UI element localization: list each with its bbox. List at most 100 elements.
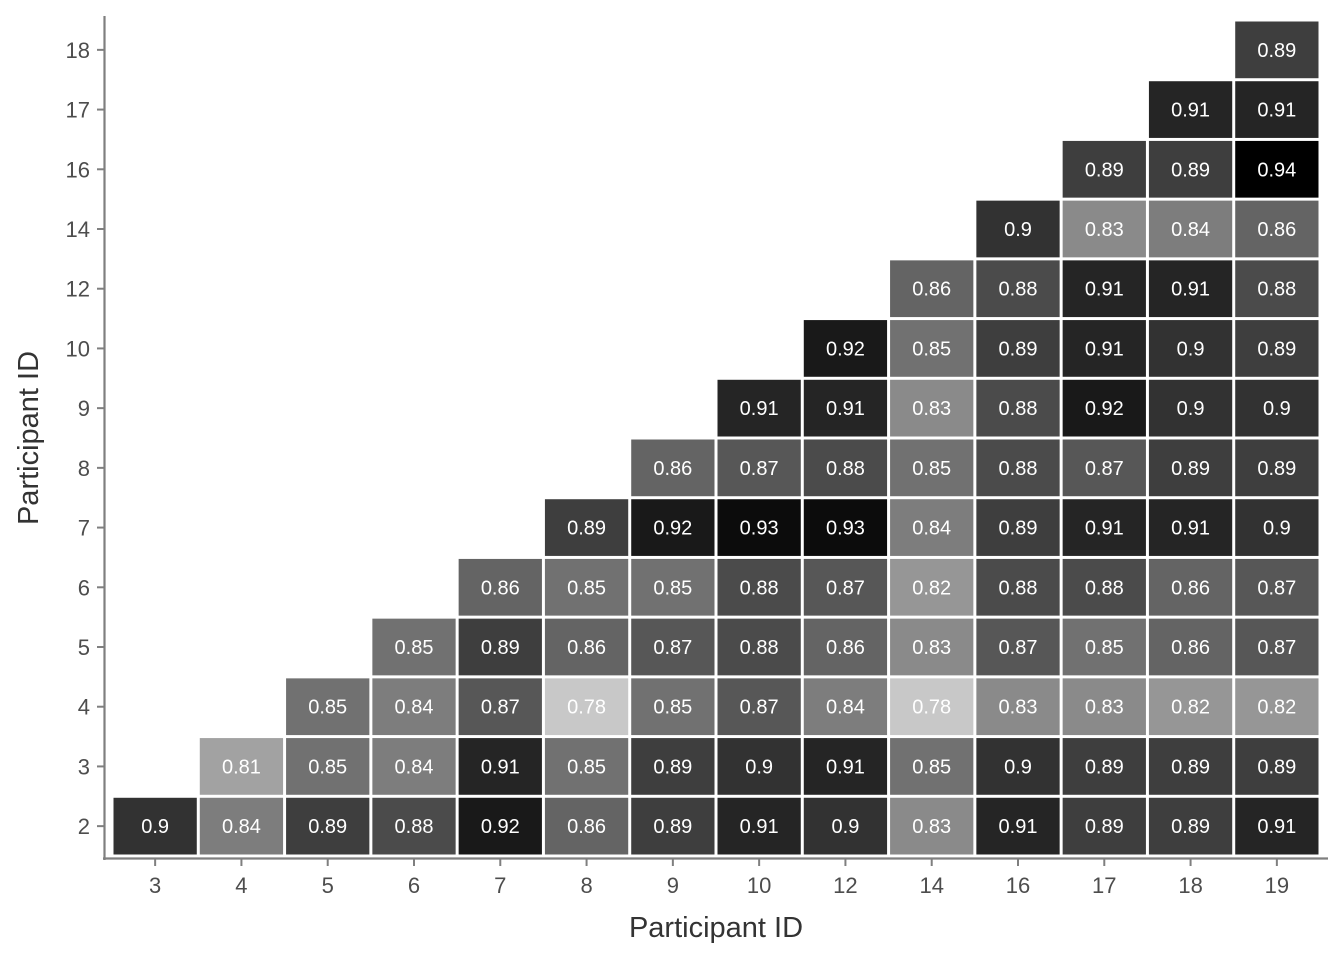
- x-axis-title: Participant ID: [629, 912, 803, 944]
- heatmap-cell-label: 0.91: [1085, 518, 1124, 540]
- heatmap-cell: [717, 618, 801, 676]
- heatmap-cell-label: 0.87: [653, 637, 692, 659]
- heatmap-cell: [803, 738, 888, 795]
- heatmap-cell: [1148, 200, 1233, 258]
- heatmap-cell: [199, 738, 284, 795]
- heatmap-cell: [890, 738, 974, 795]
- heatmap-cell-label: 0.88: [999, 577, 1038, 599]
- heatmap-cell: [1235, 499, 1319, 556]
- heatmap-cell: [1148, 379, 1233, 437]
- heatmap-cell-label: 0.78: [567, 697, 606, 719]
- heatmap-cell-label: 0.86: [567, 816, 606, 838]
- heatmap-cell: [199, 797, 284, 855]
- y-tick-label: 4: [78, 695, 90, 720]
- heatmap-cell-label: 0.86: [481, 577, 520, 599]
- heatmap-cell: [631, 558, 715, 616]
- heatmap-cell: [976, 738, 1060, 795]
- heatmap-cell-label: 0.88: [999, 458, 1038, 480]
- heatmap-cell: [976, 260, 1060, 318]
- heatmap-cell-label: 0.91: [1171, 518, 1210, 540]
- heatmap-cell-label: 0.89: [1257, 40, 1296, 62]
- heatmap-cell: [803, 797, 888, 855]
- heatmap-cell: [631, 678, 715, 736]
- heatmap-cell-label: 0.88: [395, 816, 434, 838]
- heatmap-cell-label: 0.9: [1004, 756, 1032, 778]
- heatmap-cell: [1148, 678, 1233, 736]
- heatmap-cell-label: 0.9: [141, 816, 169, 838]
- heatmap-cell-label: 0.87: [1085, 458, 1124, 480]
- heatmap-cell: [1062, 618, 1146, 676]
- heatmap-cell-label: 0.86: [912, 279, 951, 301]
- heatmap-cell-label: 0.85: [653, 577, 692, 599]
- heatmap-cell: [544, 738, 629, 795]
- x-tick-label: 10: [747, 873, 771, 898]
- x-tick-label: 17: [1092, 873, 1116, 898]
- heatmap-cell: [1062, 439, 1146, 497]
- heatmap-cell-label: 0.9: [1263, 518, 1291, 540]
- heatmap-cell-label: 0.85: [308, 756, 347, 778]
- y-tick-label: 10: [66, 336, 90, 361]
- heatmap-cell: [976, 320, 1060, 377]
- heatmap-cell-label: 0.91: [1171, 100, 1210, 122]
- heatmap-cell: [1062, 320, 1146, 377]
- heatmap-cell-label: 0.84: [1171, 219, 1210, 241]
- heatmap-cell: [976, 439, 1060, 497]
- heatmap-cell-label: 0.86: [1257, 219, 1296, 241]
- heatmap-cell: [458, 618, 542, 676]
- heatmap-cell: [803, 618, 888, 676]
- heatmap-cell: [1062, 499, 1146, 556]
- heatmap-cell-label: 0.92: [653, 518, 692, 540]
- heatmap-cell: [717, 439, 801, 497]
- heatmap-cell-label: 0.91: [740, 816, 779, 838]
- x-tick-label: 16: [1006, 873, 1030, 898]
- heatmap-cell-label: 0.86: [826, 637, 865, 659]
- y-tick-label: 8: [78, 456, 90, 481]
- heatmap-cell-label: 0.89: [308, 816, 347, 838]
- heatmap-cell: [803, 558, 888, 616]
- heatmap-cell-label: 0.91: [1085, 338, 1124, 360]
- heatmap-cell-label: 0.85: [567, 577, 606, 599]
- heatmap-cell: [1235, 320, 1319, 377]
- heatmap-cell-label: 0.85: [308, 697, 347, 719]
- heatmap-cell: [803, 379, 888, 437]
- heatmap-cell: [1235, 558, 1319, 616]
- heatmap-cell: [890, 379, 974, 437]
- heatmap-cell: [1148, 140, 1233, 198]
- heatmap-cell-label: 0.89: [1171, 816, 1210, 838]
- heatmap-cell: [1148, 618, 1233, 676]
- heatmap-cell-label: 0.88: [999, 398, 1038, 420]
- heatmap-cell: [717, 379, 801, 437]
- heatmap-cell: [717, 738, 801, 795]
- heatmap-cell: [1148, 439, 1233, 497]
- heatmap-cell: [372, 797, 456, 855]
- heatmap-cell-label: 0.91: [999, 816, 1038, 838]
- heatmap-cell: [544, 618, 629, 676]
- heatmap-cell-label: 0.91: [1257, 816, 1296, 838]
- x-tick-label: 7: [494, 873, 506, 898]
- heatmap-cell: [803, 678, 888, 736]
- y-tick-label: 3: [78, 754, 90, 779]
- heatmap-cell-label: 0.78: [912, 697, 951, 719]
- y-tick-label: 6: [78, 575, 90, 600]
- heatmap-cell-label: 0.9: [745, 756, 773, 778]
- axes-layer: [103, 16, 1328, 860]
- heatmap-cell: [1062, 260, 1146, 318]
- ticks-layer: 3 4 5 6 7 8 9 10 12 14 16 17 18 19 2 3 4 5 6 7 8 9 10 12 14 16 17 1…: [66, 38, 1290, 898]
- heatmap-cell: [1148, 81, 1233, 138]
- y-axis-title: Participant ID: [13, 351, 45, 525]
- heatmap-cell-label: 0.88: [740, 637, 779, 659]
- x-tick-label: 8: [580, 873, 592, 898]
- heatmap-cell-label: 0.89: [1085, 816, 1124, 838]
- heatmap-cell-label: 0.89: [1171, 159, 1210, 181]
- heatmap-cell-label: 0.85: [912, 756, 951, 778]
- y-tick-label: 7: [78, 516, 90, 541]
- y-tick-label: 18: [66, 38, 90, 63]
- y-tick-label: 16: [66, 157, 90, 182]
- heatmap-cell-label: 0.92: [826, 338, 865, 360]
- heatmap-cell-label: 0.86: [1171, 637, 1210, 659]
- heatmap-cell: [1235, 738, 1319, 795]
- heatmap-cell: [1148, 738, 1233, 795]
- heatmap-cell: [1235, 439, 1319, 497]
- heatmap-cell-label: 0.82: [1257, 697, 1296, 719]
